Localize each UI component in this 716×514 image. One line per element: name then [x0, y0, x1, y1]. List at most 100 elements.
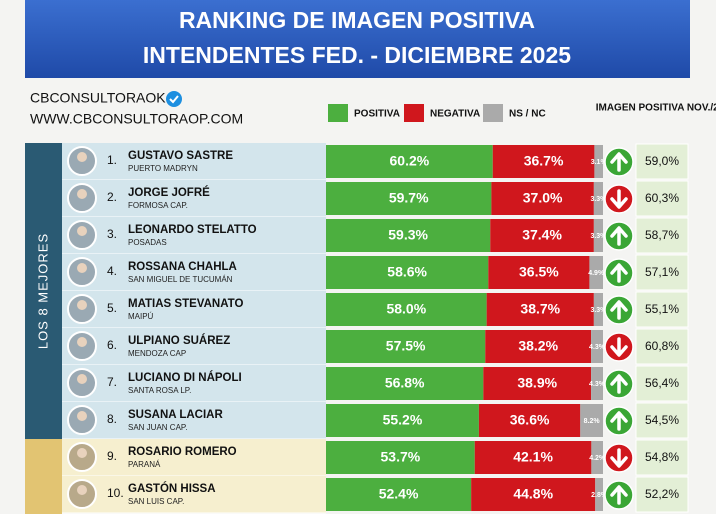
city: MENDOZA CAP — [128, 349, 186, 358]
bar-segment — [486, 293, 594, 326]
rank: 8. — [107, 412, 117, 426]
name: ULPIANO SUÁREZ — [128, 334, 230, 347]
name: MATIAS STEVANATO — [128, 298, 243, 310]
value-label: 3.3% — [590, 233, 607, 240]
city: SANTA ROSA LP. — [128, 386, 191, 395]
bar-segment — [326, 367, 484, 400]
previous-cell — [635, 217, 689, 254]
photo-head — [77, 189, 87, 199]
name: JORGE JOFRÉ — [128, 186, 210, 199]
trend-arrow — [610, 411, 628, 431]
bar-segment — [326, 404, 479, 437]
previous-value: 58,7% — [645, 228, 679, 242]
photo-head — [77, 226, 87, 236]
header-band — [25, 0, 690, 78]
previous-value: 59,0% — [645, 154, 679, 168]
name: GASTÓN HISSA — [128, 482, 216, 495]
group-label: LOS 8 MEJORES — [35, 233, 50, 349]
value-label: 52.4% — [379, 486, 419, 502]
value-label: 36.7% — [524, 153, 564, 169]
rank: 9. — [107, 449, 117, 463]
trend-arrow — [610, 152, 628, 172]
city: PUERTO MADRYN — [128, 164, 198, 173]
chart-title: RANKING DE IMAGEN POSITIVA — [179, 7, 535, 33]
city: POSADAS — [128, 238, 167, 247]
name: ROSARIO ROMERO — [128, 446, 237, 458]
previous-cell — [635, 365, 689, 402]
trend-arrow — [610, 485, 628, 505]
photo-head — [77, 374, 87, 384]
value-label: 37.0% — [523, 190, 563, 206]
value-label: 53.7% — [381, 449, 421, 465]
name: SUSANA LACIAR — [128, 409, 223, 421]
bar-segment — [326, 441, 475, 474]
trend-arrow — [610, 300, 628, 320]
bar-segment — [483, 367, 592, 400]
city: SAN JUAN CAP. — [128, 423, 187, 432]
bar-segment — [478, 404, 581, 437]
bar-segment — [326, 219, 491, 252]
legend-label: POSITIVA — [354, 109, 400, 120]
row-background — [62, 217, 326, 254]
row-background — [62, 291, 326, 328]
name: GUSTAVO SASTRE — [128, 150, 233, 162]
previous-cell — [635, 328, 689, 365]
bar-segment — [326, 330, 486, 363]
legend-label: NS / NC — [509, 109, 546, 120]
rank: 1. — [107, 153, 117, 167]
bar-segment — [580, 404, 603, 437]
value-label: 3.1% — [591, 159, 608, 166]
previous-cell — [635, 291, 689, 328]
value-label: 59.7% — [389, 190, 429, 206]
value-label: 57.5% — [386, 338, 426, 354]
photo-head — [77, 152, 87, 162]
city: PARANÁ — [128, 460, 161, 469]
name: LEONARDO STELATTO — [128, 224, 257, 236]
rank: 7. — [107, 375, 117, 389]
previous-cell — [635, 254, 689, 291]
bar-segment — [492, 145, 595, 178]
group-band — [25, 143, 62, 439]
value-label: 38.9% — [517, 375, 557, 391]
bar-segment — [591, 330, 603, 363]
legend-swatch — [328, 104, 348, 122]
value-label: 8.2% — [584, 418, 601, 425]
previous-title: IMAGEN POSITIVA NOV./25 — [596, 103, 716, 114]
value-label: 3.3% — [590, 307, 607, 314]
value-label: 4.3% — [589, 344, 606, 351]
bar-segment — [593, 182, 603, 215]
rank: 5. — [107, 301, 117, 315]
bar-segment — [326, 293, 487, 326]
previous-value: 54,8% — [645, 450, 679, 464]
bar-segment — [471, 478, 596, 511]
city: SAN MIGUEL DE TUCUMÁN — [128, 275, 233, 284]
previous-value: 56,4% — [645, 376, 679, 390]
trend-arrow — [610, 448, 628, 468]
rank: 10. — [107, 486, 124, 500]
rank: 3. — [107, 227, 117, 241]
value-label: 4.2% — [589, 455, 606, 462]
value-label: 36.6% — [510, 412, 550, 428]
bar-segment — [591, 367, 603, 400]
trend-arrow — [610, 226, 628, 246]
legend-swatch — [483, 104, 503, 122]
bar-segment — [326, 478, 472, 511]
row-background — [62, 476, 326, 513]
name: LUCIANO DI NÁPOLI — [128, 371, 242, 384]
bar-segment — [326, 145, 493, 178]
previous-value: 57,1% — [645, 265, 679, 279]
photo-head — [77, 485, 87, 495]
rank: 6. — [107, 338, 117, 352]
photo-head — [77, 300, 87, 310]
bar-segment — [595, 478, 603, 511]
previous-value: 55,1% — [645, 302, 679, 316]
row-background — [62, 254, 326, 291]
value-label: 3.3% — [590, 196, 607, 203]
city: MAIPÚ — [128, 312, 154, 321]
city: SAN LUIS CAP. — [128, 497, 184, 506]
chart-subtitle: INTENDENTES FED. - DICIEMBRE 2025 — [143, 42, 571, 68]
bar-segment — [474, 441, 592, 474]
previous-cell — [635, 476, 689, 513]
bar-segment — [326, 182, 492, 215]
